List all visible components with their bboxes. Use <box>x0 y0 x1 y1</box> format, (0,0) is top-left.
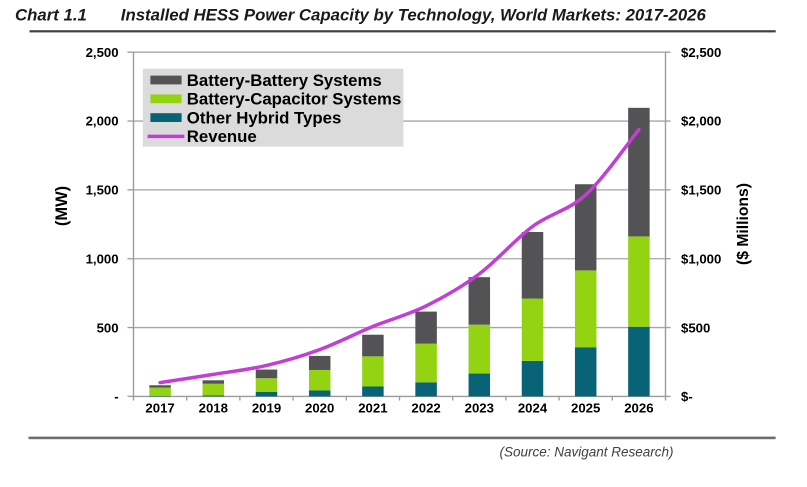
svg-text:$1,000: $1,000 <box>681 251 721 266</box>
svg-text:$2,000: $2,000 <box>681 114 721 129</box>
svg-text:2022: 2022 <box>411 400 440 415</box>
svg-text:500: 500 <box>97 320 119 335</box>
svg-text:2024: 2024 <box>518 400 548 415</box>
svg-text:2018: 2018 <box>199 400 228 415</box>
svg-text:$500: $500 <box>681 320 710 335</box>
svg-text:2020: 2020 <box>305 400 334 415</box>
svg-text:(Source: Navigant Research): (Source: Navigant Research) <box>499 444 673 459</box>
svg-text:Battery-Capacitor Systems: Battery-Capacitor Systems <box>187 90 402 109</box>
svg-text:Installed HESS Power Capacity: Installed HESS Power Capacity by Technol… <box>121 6 707 25</box>
svg-text:-: - <box>114 389 118 404</box>
svg-text:2,500: 2,500 <box>86 45 119 60</box>
svg-text:2026: 2026 <box>624 400 653 415</box>
svg-text:2,000: 2,000 <box>86 114 119 129</box>
svg-text:1,000: 1,000 <box>86 251 119 266</box>
svg-text:($ Millions): ($ Millions) <box>735 183 752 265</box>
svg-text:2025: 2025 <box>571 400 600 415</box>
svg-text:2019: 2019 <box>252 400 281 415</box>
svg-text:Chart 1.1: Chart 1.1 <box>15 6 87 25</box>
svg-text:2023: 2023 <box>465 400 494 415</box>
svg-text:Other Hybrid Types: Other Hybrid Types <box>187 108 341 127</box>
svg-text:$-: $- <box>681 389 693 404</box>
svg-text:$1,500: $1,500 <box>681 183 721 198</box>
svg-text:Revenue: Revenue <box>187 127 257 146</box>
svg-text:$2,500: $2,500 <box>681 45 721 60</box>
svg-text:2021: 2021 <box>358 400 387 415</box>
svg-text:1,500: 1,500 <box>86 183 119 198</box>
svg-text:2017: 2017 <box>145 400 174 415</box>
svg-text:Battery-Battery Systems: Battery-Battery Systems <box>187 71 382 90</box>
svg-text:(MW): (MW) <box>53 186 71 226</box>
